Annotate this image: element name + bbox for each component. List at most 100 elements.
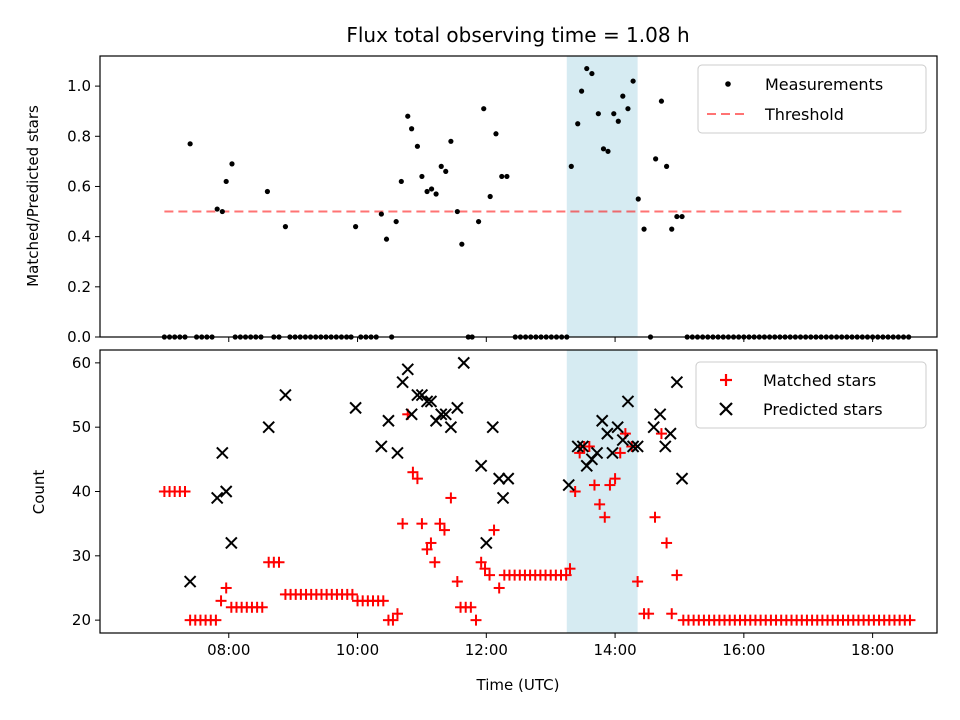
measurement-point [393, 218, 399, 225]
y-tick-label: 0.4 [67, 228, 91, 246]
measurement-point [448, 138, 454, 144]
predicted-star-point [647, 420, 660, 434]
predicted-star-point [562, 478, 575, 492]
bottom-axis-ticks: 08:00 10:00 12:00 14:00 16:00 18:00 20 30 40 50 60 [72, 354, 894, 659]
measurement-point [679, 213, 685, 220]
matched-star-point [434, 518, 446, 530]
measurement-point [353, 224, 359, 230]
predicted-star-point [492, 472, 506, 485]
predicted-star-point [420, 395, 434, 408]
measurement-point [625, 106, 631, 112]
predicted-star-point [444, 420, 458, 434]
matched-star-point [465, 601, 477, 613]
predicted-star-point [210, 491, 224, 505]
matched-star-point [588, 479, 600, 491]
measurement-point [493, 131, 499, 137]
matched-star-point [391, 608, 403, 620]
predicted-star-point [601, 427, 614, 440]
top-axis-ticks: 0.0 0.2 0.4 0.6 0.8 1.0 [67, 77, 874, 346]
predicted-star-point [664, 427, 677, 440]
measurement-point [589, 70, 595, 77]
measurement-point [499, 173, 505, 180]
bottom-y-axis-label: Count [30, 470, 48, 515]
measurement-point [568, 163, 574, 169]
measurement-point [669, 226, 675, 232]
measurement-point [600, 146, 607, 152]
matched-star-point [632, 576, 644, 588]
matched-star-point [643, 608, 655, 620]
top-panel: 0.0 0.2 0.4 0.6 0.8 1.0 Matched/Predicted sta… [24, 55, 938, 346]
measurement-point [414, 143, 421, 149]
measurement-point [459, 241, 465, 247]
matched-star-point [594, 498, 606, 510]
predicted-star-point [262, 420, 275, 434]
matched-star-point [599, 511, 611, 523]
matched-star-point [666, 608, 678, 620]
predicted-star-point [595, 414, 609, 427]
matched-star-point [273, 556, 285, 568]
matched-star-point [479, 563, 491, 575]
predicted-star-point [451, 401, 464, 415]
matched-star-point [604, 479, 616, 491]
measurement-point [595, 111, 601, 117]
legend-measurements-marker [725, 81, 731, 87]
predicted-star-point [474, 459, 488, 472]
y-tick-label: 40 [72, 483, 91, 501]
bottom-axes-frame [99, 349, 938, 634]
measurement-point [264, 188, 270, 195]
predicted-star-point [411, 388, 424, 402]
predicted-stars-points [183, 356, 689, 588]
matched-star-point [560, 569, 572, 581]
predicted-star-point [279, 388, 292, 402]
measurement-point [282, 224, 289, 230]
measurement-point [454, 208, 460, 215]
measurement-point [578, 88, 585, 94]
measurement-point [398, 178, 404, 185]
y-tick-label: 30 [72, 547, 91, 565]
matched-star-point [397, 518, 409, 530]
predicted-star-point [486, 420, 499, 434]
predicted-star-point [501, 472, 515, 485]
top-shaded-region [566, 56, 638, 337]
y-tick-label: 0.6 [67, 177, 91, 195]
y-tick-label: 0.0 [67, 328, 91, 346]
matched-star-point [904, 614, 916, 626]
matched-star-point [564, 563, 576, 575]
y-tick-label: 1.0 [67, 77, 91, 95]
predicted-star-point [616, 433, 630, 447]
predicted-star-point [571, 440, 584, 453]
measurement-point [219, 208, 225, 215]
predicted-star-point [480, 536, 493, 550]
matched-star-point [614, 447, 626, 459]
measurement-point [641, 226, 647, 232]
matched-star-point [445, 492, 457, 504]
predicted-star-point [675, 472, 689, 485]
top-axes-frame [99, 55, 938, 338]
matched-star-point [655, 428, 667, 440]
measurement-point [378, 211, 384, 217]
bottom-legend-box [695, 361, 927, 429]
x-tick-label: 16:00 [722, 641, 765, 659]
predicted-star-point [439, 408, 452, 421]
top-legend-box [697, 64, 927, 134]
matched-star-point [493, 582, 505, 594]
x-tick-label: 18:00 [851, 641, 894, 659]
measurement-point [605, 148, 611, 154]
predicted-star-point [576, 440, 590, 453]
predicted-star-point [396, 375, 409, 389]
matched-star-point [346, 588, 358, 600]
legend-measurements-label: Measurements [765, 75, 883, 94]
matched-stars-points [158, 408, 916, 626]
matched-star-point [220, 582, 232, 594]
predicted-star-point [219, 485, 233, 498]
predicted-star-point [626, 440, 640, 453]
predicted-star-point [225, 536, 238, 550]
measurement-point [663, 163, 670, 169]
matched-star-point [407, 466, 419, 478]
predicted-star-point [621, 395, 635, 408]
predicted-star-point [653, 408, 667, 421]
matched-star-point [215, 595, 227, 607]
predicted-star-point [424, 395, 438, 408]
bottom-panel: 08:00 10:00 12:00 14:00 16:00 18:00 20 30 40 50 60… [30, 349, 938, 694]
